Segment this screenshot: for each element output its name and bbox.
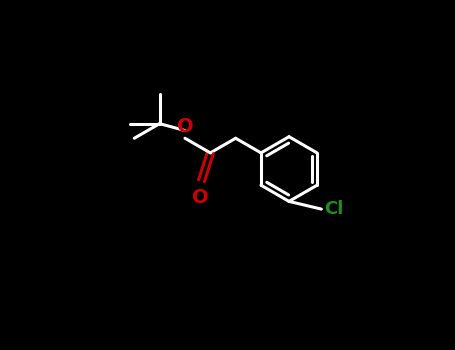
Text: Cl: Cl bbox=[324, 200, 343, 218]
Text: O: O bbox=[177, 117, 193, 136]
Text: O: O bbox=[192, 188, 209, 208]
